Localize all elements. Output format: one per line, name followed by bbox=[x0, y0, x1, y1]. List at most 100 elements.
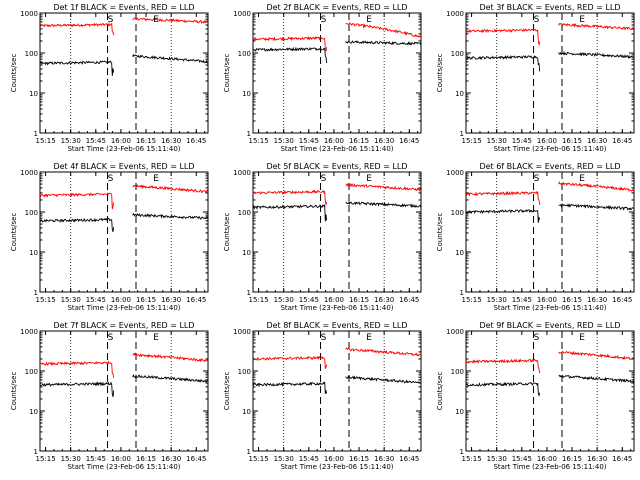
start-marker: S bbox=[321, 174, 327, 184]
detector-panel-5: Det 5f BLACK = Events, RED = LLD 1 10 100 10… bbox=[223, 162, 422, 312]
x-tick-label: 15:15 bbox=[248, 296, 268, 304]
x-tick-label: 16:30 bbox=[587, 137, 607, 145]
y-tick-label: 100 bbox=[25, 50, 38, 58]
start-marker: S bbox=[321, 15, 327, 25]
start-marker: S bbox=[108, 333, 114, 343]
panel-title: Det 7f BLACK = Events, RED = LLD bbox=[53, 321, 194, 330]
y-tick-label: 1000 bbox=[446, 10, 464, 18]
series-line bbox=[40, 352, 209, 378]
x-axis-label: Start Time (23-Feb-06 15:11:40) bbox=[280, 304, 393, 312]
series-line bbox=[465, 203, 634, 223]
x-tick-label: 15:45 bbox=[86, 137, 106, 145]
y-tick-label: 100 bbox=[238, 50, 251, 58]
y-tick-label: 100 bbox=[451, 50, 464, 58]
series-line bbox=[465, 181, 634, 205]
panel-title: Det 4f BLACK = Events, RED = LLD bbox=[53, 162, 194, 171]
start-marker: S bbox=[534, 15, 540, 25]
end-marker: E bbox=[366, 15, 372, 25]
x-tick-label: 15:15 bbox=[461, 296, 481, 304]
x-tick-label: 15:30 bbox=[487, 296, 507, 304]
y-tick-label: 100 bbox=[451, 368, 464, 376]
y-tick-label: 1000 bbox=[20, 10, 38, 18]
x-tick-label: 15:45 bbox=[299, 296, 319, 304]
y-tick-label: 1 bbox=[460, 448, 464, 456]
y-tick-label: 10 bbox=[455, 90, 464, 98]
y-tick-label: 10 bbox=[29, 249, 38, 257]
x-tick-label: 15:45 bbox=[86, 455, 106, 463]
detector-panel-9: Det 9f BLACK = Events, RED = LLD 1 10 100 10… bbox=[436, 321, 635, 471]
x-tick-label: 16:30 bbox=[374, 296, 394, 304]
y-tick-label: 100 bbox=[238, 209, 251, 217]
y-tick-label: 1 bbox=[247, 289, 251, 297]
x-tick-label: 16:00 bbox=[324, 455, 344, 463]
x-tick-label: 15:15 bbox=[461, 455, 481, 463]
x-tick-label: 15:15 bbox=[35, 296, 55, 304]
panel-title: Det 3f BLACK = Events, RED = LLD bbox=[479, 3, 620, 12]
start-marker: S bbox=[534, 333, 540, 343]
end-marker: E bbox=[153, 333, 159, 343]
panel-title: Det 5f BLACK = Events, RED = LLD bbox=[266, 162, 407, 171]
x-tick-label: 16:45 bbox=[612, 455, 632, 463]
plot-frame bbox=[39, 12, 209, 134]
series-line bbox=[465, 350, 634, 374]
y-axis-label: Counts/sec bbox=[436, 372, 444, 411]
x-tick-label: 15:45 bbox=[512, 455, 532, 463]
y-axis-label: Counts/sec bbox=[436, 213, 444, 252]
x-tick-label: 16:30 bbox=[161, 137, 181, 145]
x-tick-label: 16:15 bbox=[349, 296, 369, 304]
series-line bbox=[39, 212, 208, 232]
series-line bbox=[39, 53, 208, 76]
x-tick-label: 15:30 bbox=[487, 455, 507, 463]
y-tick-label: 1 bbox=[460, 130, 464, 138]
y-axis-label: Counts/sec bbox=[223, 54, 231, 93]
detector-panel-1: Det 1f BLACK = Events, RED = LLD 1 10 100 10… bbox=[10, 3, 209, 153]
x-tick-label: 15:30 bbox=[274, 137, 294, 145]
y-tick-label: 1000 bbox=[233, 169, 251, 177]
x-tick-label: 15:45 bbox=[86, 296, 106, 304]
series-line bbox=[465, 374, 635, 398]
x-tick-label: 16:00 bbox=[111, 296, 131, 304]
y-tick-label: 10 bbox=[455, 249, 464, 257]
panel-title: Det 9f BLACK = Events, RED = LLD bbox=[479, 321, 620, 330]
x-tick-label: 16:00 bbox=[324, 137, 344, 145]
start-marker: S bbox=[534, 174, 540, 184]
x-tick-label: 16:00 bbox=[324, 296, 344, 304]
series-line bbox=[252, 375, 421, 394]
series-line bbox=[252, 40, 422, 63]
x-tick-label: 16:00 bbox=[537, 296, 557, 304]
x-tick-label: 16:00 bbox=[111, 455, 131, 463]
x-tick-label: 15:30 bbox=[61, 137, 81, 145]
x-axis-label: Start Time (23-Feb-06 15:11:40) bbox=[67, 463, 180, 471]
plot-frame bbox=[252, 330, 422, 452]
x-tick-label: 15:45 bbox=[299, 455, 319, 463]
y-tick-label: 10 bbox=[29, 408, 38, 416]
x-tick-label: 15:45 bbox=[512, 296, 532, 304]
x-tick-label: 16:00 bbox=[537, 137, 557, 145]
y-tick-label: 10 bbox=[29, 90, 38, 98]
x-tick-label: 15:15 bbox=[248, 455, 268, 463]
x-tick-label: 16:15 bbox=[562, 137, 582, 145]
y-axis-label: Counts/sec bbox=[10, 54, 18, 93]
panel-title: Det 2f BLACK = Events, RED = LLD bbox=[266, 3, 407, 12]
x-tick-label: 16:30 bbox=[374, 137, 394, 145]
x-axis-label: Start Time (23-Feb-06 15:11:40) bbox=[493, 463, 606, 471]
x-tick-label: 16:45 bbox=[186, 455, 206, 463]
y-axis-label: Counts/sec bbox=[223, 372, 231, 411]
x-axis-label: Start Time (23-Feb-06 15:11:40) bbox=[493, 145, 606, 153]
detector-panel-6: Det 6f BLACK = Events, RED = LLD 1 10 100 10… bbox=[436, 162, 635, 312]
y-tick-label: 100 bbox=[238, 368, 251, 376]
series-line bbox=[252, 347, 421, 369]
y-tick-label: 1 bbox=[34, 130, 38, 138]
panel-title: Det 6f BLACK = Events, RED = LLD bbox=[479, 162, 620, 171]
x-tick-label: 15:30 bbox=[61, 296, 81, 304]
detector-panel-8: Det 8f BLACK = Events, RED = LLD 1 10 100 10… bbox=[223, 321, 422, 471]
y-tick-label: 10 bbox=[242, 90, 251, 98]
detector-panel-2: Det 2f BLACK = Events, RED = LLD 1 10 100 10… bbox=[223, 3, 422, 153]
x-tick-label: 16:45 bbox=[399, 455, 419, 463]
series-line bbox=[465, 50, 634, 72]
x-tick-label: 16:45 bbox=[186, 296, 206, 304]
end-marker: E bbox=[579, 15, 585, 25]
x-axis-label: Start Time (23-Feb-06 15:11:40) bbox=[493, 304, 606, 312]
y-tick-label: 100 bbox=[25, 209, 38, 217]
